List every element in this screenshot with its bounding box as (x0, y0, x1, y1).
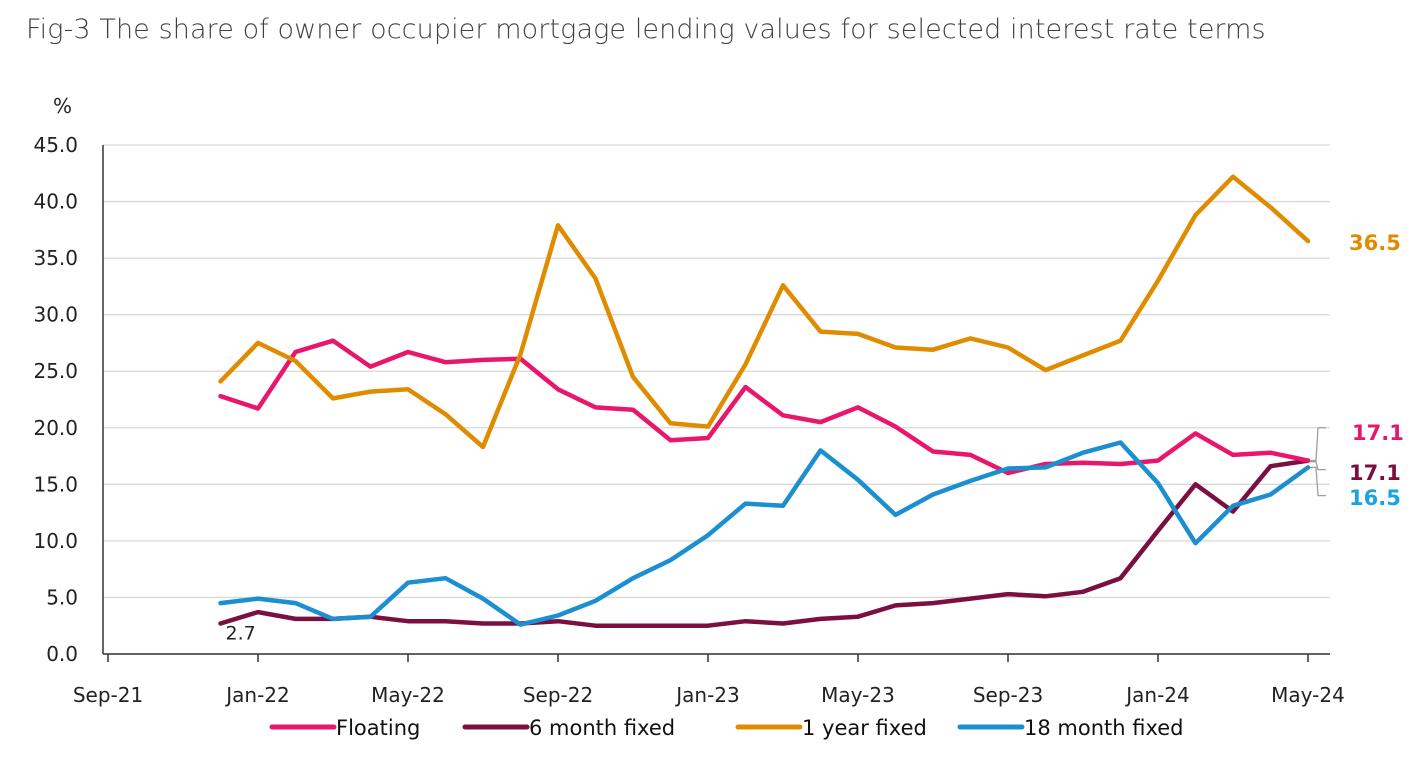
y-tick-label: 15.0 (33, 472, 78, 496)
end-value-label: 16.5 (1349, 486, 1401, 510)
legend-item-1-year-fixed: 1 year fixed (802, 716, 927, 740)
end-label-leader (1310, 461, 1326, 471)
y-tick-label: 0.0 (46, 642, 78, 666)
legend-item-6-month-fixed: 6 month fixed (529, 716, 675, 740)
y-tick-label: 5.0 (46, 585, 78, 609)
annotation-first-value: 2.7 (226, 622, 256, 644)
x-tick-label: Sep-23 (973, 683, 1043, 707)
x-tick-label: Sep-21 (73, 683, 143, 707)
x-tick-label: May-23 (821, 683, 895, 707)
x-tick-label: Jan-24 (1124, 683, 1190, 707)
x-tick-label: May-22 (371, 683, 445, 707)
end-value-label: 36.5 (1349, 231, 1401, 255)
x-tick-label: Jan-23 (674, 683, 740, 707)
end-value-label: 17.1 (1352, 421, 1404, 445)
chart-title: Fig-3 The share of owner occupier mortga… (26, 14, 1266, 45)
y-tick-label: 30.0 (33, 303, 78, 327)
end-label-leader (1310, 427, 1326, 462)
series-line-6-month-fixed (218, 458, 1311, 628)
series-line-1-year-fixed (218, 174, 1311, 450)
legend-item-floating: Floating (336, 716, 420, 740)
y-tick-label: 35.0 (33, 246, 78, 270)
end-value-label: 17.1 (1349, 461, 1401, 485)
x-tick-label: May-24 (1271, 683, 1345, 707)
y-tick-label: 25.0 (33, 359, 78, 383)
y-axis-unit: % (53, 94, 72, 118)
x-tick-label: Sep-22 (523, 683, 593, 707)
series-line-18-month-fixed (218, 440, 1311, 627)
y-tick-label: 20.0 (33, 416, 78, 440)
x-tick-label: Jan-22 (224, 683, 290, 707)
y-tick-label: 40.0 (33, 190, 78, 214)
end-label-leader (1310, 466, 1326, 497)
legend-item-18-month-fixed: 18 month fixed (1024, 716, 1184, 740)
y-tick-label: 10.0 (33, 529, 78, 553)
y-tick-label: 45.0 (33, 133, 78, 157)
series-line-floating (218, 338, 1311, 476)
